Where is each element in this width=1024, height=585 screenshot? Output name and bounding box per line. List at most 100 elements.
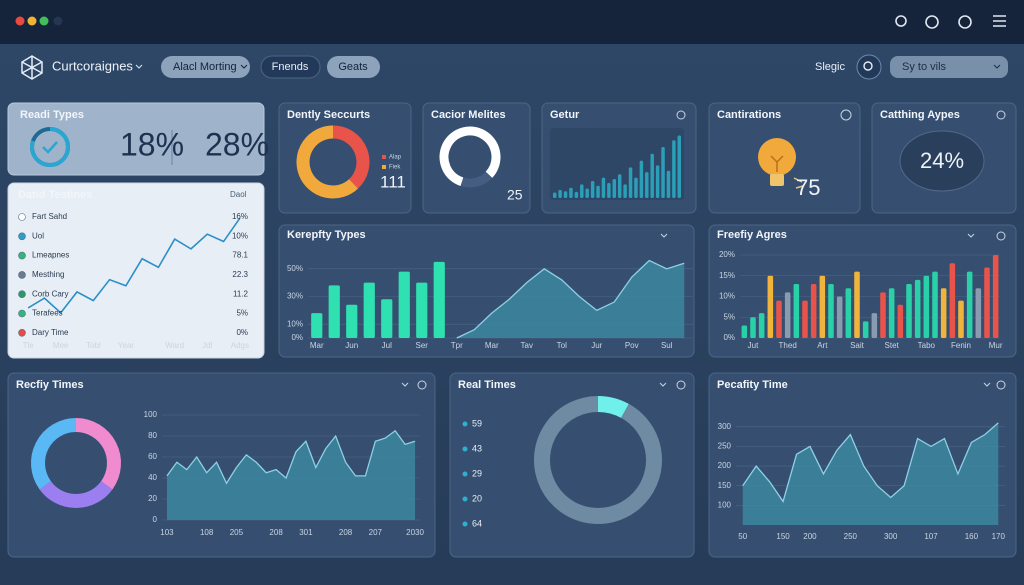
panel [7, 102, 265, 176]
help-icon[interactable] [925, 15, 939, 29]
tab[interactable]: Geats [338, 61, 368, 73]
donut-segment [75, 418, 121, 490]
donut-segment [534, 396, 662, 524]
x-tick-label: Mar [485, 341, 499, 350]
panel-icon[interactable] [840, 109, 852, 121]
tab[interactable]: Alacl Morting [173, 61, 237, 73]
search-icon[interactable] [895, 15, 907, 27]
panel-icon[interactable] [996, 231, 1006, 241]
bar [666, 170, 671, 198]
legend-label: Alap [389, 155, 402, 161]
panel-icon[interactable] [676, 380, 686, 390]
row-name: Fart Sahd [32, 212, 67, 221]
panel-title: Datid Testines [18, 189, 92, 201]
row-marker [18, 232, 26, 241]
x-tick-label: Mee [53, 341, 69, 350]
x-tick-label: Tabo [918, 341, 936, 350]
row-value: 11.2 [233, 289, 249, 298]
x-tick-label: Adgs [231, 341, 249, 350]
brand[interactable]: Curtcoraignes [52, 58, 133, 73]
maximize-button[interactable] [39, 16, 49, 26]
bar [906, 284, 912, 338]
y-tick-label: 150 [718, 481, 732, 490]
tab-pill[interactable] [260, 55, 321, 79]
area [456, 260, 685, 338]
kpi-value: 24% [920, 148, 964, 173]
y-tick-label: 300 [718, 422, 732, 431]
bar [563, 191, 568, 198]
bar [793, 284, 800, 338]
x-tick-label: Fenin [951, 341, 971, 350]
donut-segment [31, 418, 77, 490]
donut-segment [460, 171, 493, 188]
x-tick-label: Stet [885, 341, 900, 350]
window-dot [53, 16, 63, 26]
y-tick-label: 10% [719, 292, 735, 301]
bar [897, 304, 904, 338]
bar [381, 299, 393, 338]
x-tick-label: 103 [160, 528, 174, 537]
bar [590, 181, 595, 198]
bar [623, 184, 627, 198]
x-tick-label: 208 [339, 528, 353, 537]
list-dot [462, 471, 468, 477]
bar [628, 167, 633, 198]
panel-icon[interactable] [417, 380, 427, 390]
y-tick-label: 100 [718, 500, 732, 509]
y-tick-label: 250 [718, 442, 732, 451]
legend-swatch [382, 165, 386, 169]
x-tick-label: 207 [369, 528, 383, 537]
list-dot [462, 446, 468, 452]
bar [398, 271, 410, 338]
line [742, 422, 999, 503]
x-tick-label: Jdl [202, 341, 212, 350]
donut-segment [597, 396, 629, 419]
bulb-icon [758, 138, 804, 189]
bar [574, 191, 579, 198]
x-tick-label: Ser [416, 341, 429, 350]
bar [617, 174, 622, 198]
chevron [993, 64, 1001, 69]
bar [940, 288, 947, 338]
bar [888, 288, 895, 338]
x-tick-label: 170 [992, 532, 1006, 541]
panel-title: Recfiy Times [16, 379, 84, 391]
bar [966, 271, 973, 338]
bar [672, 140, 676, 198]
minimize-button[interactable] [27, 16, 37, 26]
search-glyph [863, 61, 873, 71]
line [166, 429, 416, 485]
y-tick-label: 100 [144, 410, 158, 419]
logo [21, 55, 43, 80]
tab[interactable]: Fnends [272, 61, 309, 73]
x-tick-label: 107 [924, 532, 938, 541]
bar [601, 177, 606, 198]
kpi-value: 75 [796, 175, 820, 200]
panel-chevrons[interactable] [401, 233, 991, 387]
row-name: Mesthing [32, 270, 64, 279]
x-tick-label: Thed [779, 341, 797, 350]
panel-icon[interactable] [996, 110, 1006, 120]
x-tick-label: Year [118, 341, 135, 350]
tab-pill[interactable] [161, 56, 250, 78]
x-tick-label: 205 [230, 528, 244, 537]
bar [802, 300, 808, 338]
bar [836, 296, 843, 338]
search-placeholder[interactable]: Sy to vils [902, 61, 947, 73]
bar [880, 292, 886, 338]
bar [819, 275, 826, 338]
bar [992, 255, 999, 338]
search-button[interactable] [856, 54, 882, 80]
panel-icon[interactable] [676, 110, 686, 120]
close-button[interactable] [15, 16, 25, 26]
menu-icon[interactable] [993, 15, 1006, 27]
panel-icon[interactable] [996, 380, 1006, 390]
tab-pill[interactable] [327, 56, 380, 78]
search-input[interactable] [890, 56, 1008, 78]
chevron [135, 64, 143, 69]
timer-icon[interactable] [958, 15, 972, 29]
row-name: Lmeapnes [32, 251, 69, 260]
x-tick-label: Pov [625, 341, 639, 350]
